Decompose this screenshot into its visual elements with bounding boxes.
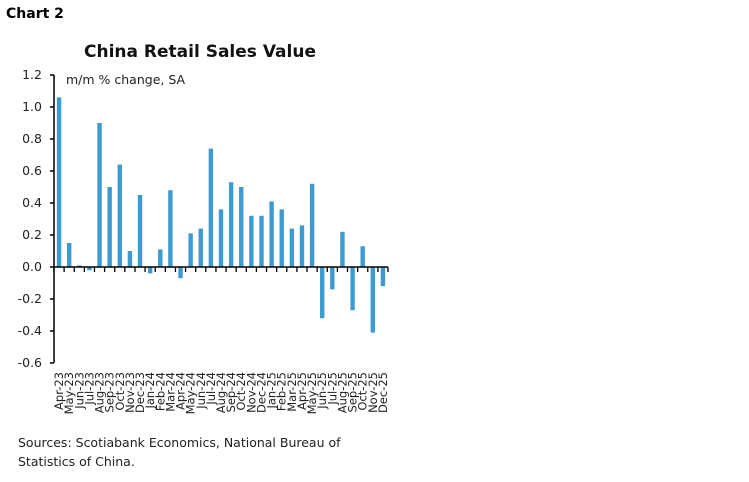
bar-Jun-25 — [320, 267, 325, 319]
bar-Jul-23 — [87, 267, 92, 271]
x-tick-label: Aug-23 — [93, 372, 107, 413]
x-tick-label: Nov-25 — [366, 372, 380, 413]
x-tick-label: Sep-23 — [103, 372, 117, 412]
chart-title: China Retail Sales Value — [84, 42, 316, 62]
x-tick-label: Dec-24 — [254, 372, 268, 413]
x-tick-label: Jun-24 — [194, 372, 208, 410]
bar-Sep-23 — [107, 187, 112, 267]
bar-May-25 — [309, 183, 315, 267]
y-tick-label: 0.4 — [22, 195, 42, 210]
bar-Jul-24 — [208, 148, 214, 267]
chart-label: Chart 2 — [6, 6, 64, 22]
x-tick-label: Apr-24 — [174, 372, 188, 410]
x-tick-label: Feb-25 — [275, 372, 289, 411]
x-tick-label: Oct-23 — [113, 372, 127, 411]
y-tick-label: 0.8 — [22, 131, 42, 146]
bar-Nov-25 — [370, 267, 376, 333]
source-note: Sources: Scotiabank Economics, National … — [18, 435, 341, 469]
bar-Apr-25 — [299, 225, 305, 267]
bar-Sep-25 — [350, 267, 355, 311]
x-tick-label: May-24 — [184, 372, 198, 414]
x-tick-label: Jul-23 — [82, 372, 96, 406]
x-tick-label: Jan-24 — [143, 372, 157, 410]
y-tick-label: 1.0 — [22, 99, 42, 114]
bar-Jun-24 — [198, 228, 203, 267]
bar-Apr-23 — [56, 97, 62, 268]
x-tick-label: Jul-25 — [325, 372, 339, 406]
bar-Aug-24 — [218, 209, 224, 267]
bar-Nov-23 — [127, 251, 133, 267]
bar-Oct-23 — [117, 164, 122, 267]
y-tick-label: -0.4 — [18, 323, 42, 338]
x-tick-label: Mar-25 — [285, 372, 299, 412]
x-tick-label: Aug-24 — [214, 372, 228, 413]
bar-Feb-25 — [279, 209, 284, 267]
y-tick-label: 0.0 — [22, 259, 42, 274]
bar-Mar-24 — [168, 190, 173, 267]
x-tick-label: Dec-23 — [133, 372, 147, 413]
y-tick-label: 0.2 — [22, 227, 42, 242]
x-tick-label: Apr-23 — [52, 372, 66, 410]
x-tick-label: Jul-24 — [204, 372, 218, 406]
bar-Aug-23 — [97, 123, 102, 267]
x-tick-label: Sep-25 — [346, 372, 360, 412]
x-tick-label: Sep-24 — [224, 372, 238, 412]
x-tick-label: Nov-23 — [123, 372, 137, 413]
y-tick-label: -0.2 — [18, 291, 42, 306]
bar-Dec-23 — [137, 195, 143, 267]
x-tick-label: Oct-24 — [234, 372, 248, 411]
bar-Jul-25 — [330, 267, 335, 290]
x-tick-label: Aug-25 — [335, 372, 349, 413]
bar-Dec-24 — [259, 215, 264, 267]
bar-Jan-24 — [147, 267, 153, 274]
bar-Sep-24 — [228, 182, 234, 267]
bar-Nov-24 — [249, 215, 254, 267]
bar-May-23 — [66, 243, 72, 267]
x-tick-label: Nov-24 — [244, 372, 258, 413]
x-tick-label: May-25 — [305, 372, 319, 414]
bar-Feb-24 — [158, 249, 163, 267]
bar-Dec-25 — [380, 267, 386, 287]
x-tick-label: Dec-25 — [376, 372, 390, 413]
x-tick-label: Mar-24 — [163, 372, 177, 412]
bar-Mar-25 — [289, 228, 295, 267]
x-tick-label: Jan-25 — [265, 372, 279, 410]
unit-label: m/m % change, SA — [66, 72, 186, 87]
bar-Oct-24 — [239, 187, 244, 267]
y-tick-label: -0.6 — [18, 355, 42, 370]
y-tick-label: 1.2 — [22, 67, 42, 82]
x-tick-label: Oct-25 — [356, 372, 370, 411]
x-tick-label: Feb-24 — [153, 372, 167, 411]
bar-Jan-25 — [269, 201, 274, 267]
bar-Oct-25 — [360, 246, 365, 267]
bar-Apr-24 — [178, 267, 183, 279]
x-tick-label: May-23 — [62, 372, 76, 414]
x-tick-label: Jun-25 — [315, 372, 329, 410]
x-tick-label: Jun-23 — [72, 372, 86, 410]
bar-May-24 — [188, 233, 193, 267]
y-tick-label: 0.6 — [22, 163, 42, 178]
x-tick-label: Apr-25 — [295, 372, 309, 410]
bar-Jun-23 — [77, 265, 82, 267]
bar-Aug-25 — [340, 231, 345, 267]
